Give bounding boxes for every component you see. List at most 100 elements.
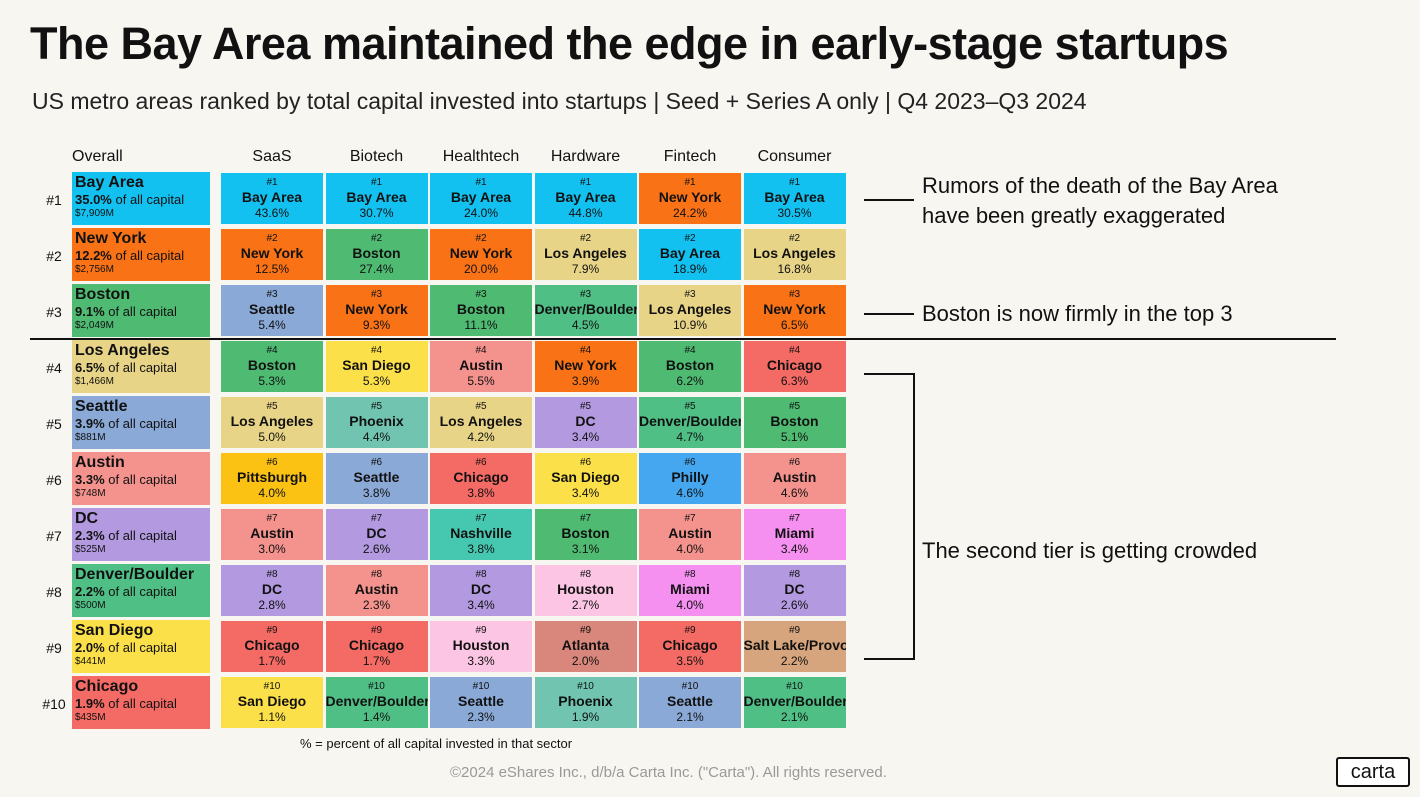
sector-cell-saas: #1 Bay Area 43.6%	[220, 172, 324, 225]
capital-share-value: 3.3%	[75, 472, 105, 487]
metro-name: San Diego	[75, 622, 154, 639]
sector-cell-biotech: #9 Chicago 1.7%	[324, 620, 429, 673]
sector-cell-fintech: #3 Los Angeles 10.9%	[638, 284, 742, 337]
cell-metro: Seattle	[353, 469, 400, 485]
column-header-biotech: Biotech	[349, 148, 404, 165]
overall-cell: Denver/Boulder 2.2% of all capital $500M	[72, 564, 210, 617]
cell-rank: #10	[577, 681, 594, 692]
cell-rank: #10	[368, 681, 385, 692]
cell-metro: Seattle	[458, 693, 504, 709]
overall-cell: DC 2.3% of all capital $525M	[72, 508, 210, 561]
sector-cell-hardware: #2 Los Angeles 7.9%	[533, 228, 638, 281]
capital-amount: $500M	[75, 600, 106, 611]
capital-amount: $525M	[75, 544, 106, 555]
cell-rank: #7	[266, 513, 278, 524]
cell-metro: Houston	[452, 637, 510, 653]
cell-rank: #5	[266, 401, 278, 412]
cell-metro: Bay Area	[659, 245, 721, 261]
sector-cell-hardware: #9 Atlanta 2.0%	[533, 620, 638, 673]
cell-rank: #8	[579, 569, 592, 580]
cell-percent: 43.6%	[254, 206, 290, 220]
sector-cell-biotech: #1 Bay Area 30.7%	[324, 172, 429, 225]
cell-percent: 2.6%	[780, 598, 809, 612]
cell-metro: San Diego	[342, 357, 411, 373]
metro-name: Boston	[75, 286, 131, 303]
sector-cell-hardware: #3 Denver/Boulder 4.5%	[533, 284, 638, 337]
capital-share: 3.9% of all capital	[75, 416, 207, 432]
footnote: % = percent of all capital invested in t…	[300, 736, 573, 751]
capital-share-value: 2.3%	[75, 528, 105, 543]
cell-percent: 4.0%	[676, 542, 704, 556]
sector-cell-hardware: #7 Boston 3.1%	[533, 508, 638, 561]
cell-rank: #3	[579, 289, 592, 300]
cell-metro: Boston	[561, 525, 610, 541]
cell-percent: 4.4%	[362, 430, 391, 444]
cell-rank: #5	[788, 401, 801, 412]
cell-percent: 1.7%	[362, 654, 391, 668]
sector-cell-consumer: #2 Los Angeles 16.8%	[742, 228, 847, 281]
cell-rank: #2	[266, 233, 278, 244]
cell-percent: 5.4%	[258, 318, 286, 332]
overall-cell: New York 12.2% of all capital $2,756M	[72, 228, 210, 281]
column-header-saas: SaaS	[252, 148, 292, 165]
cell-percent: 30.7%	[359, 206, 394, 220]
cell-percent: 6.5%	[780, 318, 809, 332]
capital-amount: $1,466M	[75, 376, 114, 387]
cell-rank: #10	[786, 681, 803, 692]
capital-share: 2.0% of all capital	[75, 640, 207, 656]
cell-rank: #9	[370, 625, 383, 636]
column-header-consumer: Consumer	[757, 148, 832, 165]
cell-rank: #2	[684, 233, 696, 244]
cell-rank: #10	[263, 681, 281, 692]
sector-cell-consumer: #5 Boston 5.1%	[742, 396, 847, 449]
cell-percent: 2.8%	[258, 598, 286, 612]
annotation-bay-area: Rumors of the death of the Bay Area have…	[922, 173, 1278, 228]
cell-rank: #5	[370, 401, 383, 412]
capital-share: 12.2% of all capital	[75, 248, 207, 264]
cell-metro: Houston	[557, 581, 614, 597]
cell-percent: 6.2%	[676, 374, 704, 388]
sector-cell-saas: #9 Chicago 1.7%	[220, 620, 324, 673]
capital-share-suffix: of all capital	[104, 472, 177, 487]
cell-rank: #4	[370, 345, 383, 356]
cell-rank: #4	[788, 345, 801, 356]
cell-percent: 2.1%	[780, 710, 809, 724]
cell-percent: 5.3%	[258, 374, 286, 388]
cell-rank: #4	[266, 345, 278, 356]
cell-metro: Seattle	[667, 693, 713, 709]
cell-metro: Denver/Boulder	[534, 301, 638, 317]
cell-percent: 2.6%	[362, 542, 391, 556]
overall-cell: Boston 9.1% of all capital $2,049M	[72, 284, 210, 337]
cell-rank: #2	[579, 233, 592, 244]
cell-rank: #3	[266, 289, 278, 300]
cell-percent: 4.6%	[780, 486, 809, 500]
capital-share: 2.2% of all capital	[75, 584, 207, 600]
cell-metro: Bay Area	[450, 189, 512, 205]
cell-percent: 1.9%	[571, 710, 600, 724]
cell-metro: Boston	[456, 301, 506, 317]
cell-metro: Bay Area	[555, 189, 616, 205]
cell-metro: Philly	[671, 469, 709, 485]
cell-metro: New York	[554, 357, 617, 373]
capital-share-suffix: of all capital	[104, 584, 177, 599]
cell-rank: #8	[788, 569, 801, 580]
capital-share: 6.5% of all capital	[75, 360, 207, 376]
cell-percent: 12.5%	[254, 262, 290, 276]
cell-metro: Chicago	[348, 637, 405, 653]
capital-share-suffix: of all capital	[111, 248, 185, 263]
cell-rank: #9	[475, 625, 487, 636]
sector-cell-saas: #7 Austin 3.0%	[220, 508, 324, 561]
sector-cell-biotech: #2 Boston 27.4%	[324, 228, 429, 281]
cell-percent: 24.0%	[463, 206, 499, 220]
rank-label: #10	[42, 696, 66, 712]
capital-share-suffix: of all capital	[104, 416, 177, 431]
cell-percent: 24.2%	[672, 206, 708, 220]
cell-percent: 3.8%	[362, 486, 391, 500]
cell-rank: #5	[475, 401, 487, 412]
cell-metro: Austin	[772, 469, 817, 485]
capital-share: 3.3% of all capital	[75, 472, 207, 488]
cell-percent: 3.4%	[571, 430, 600, 444]
cell-metro: Austin	[668, 525, 712, 541]
cell-metro: New York	[345, 301, 408, 317]
cell-percent: 4.7%	[676, 430, 704, 444]
